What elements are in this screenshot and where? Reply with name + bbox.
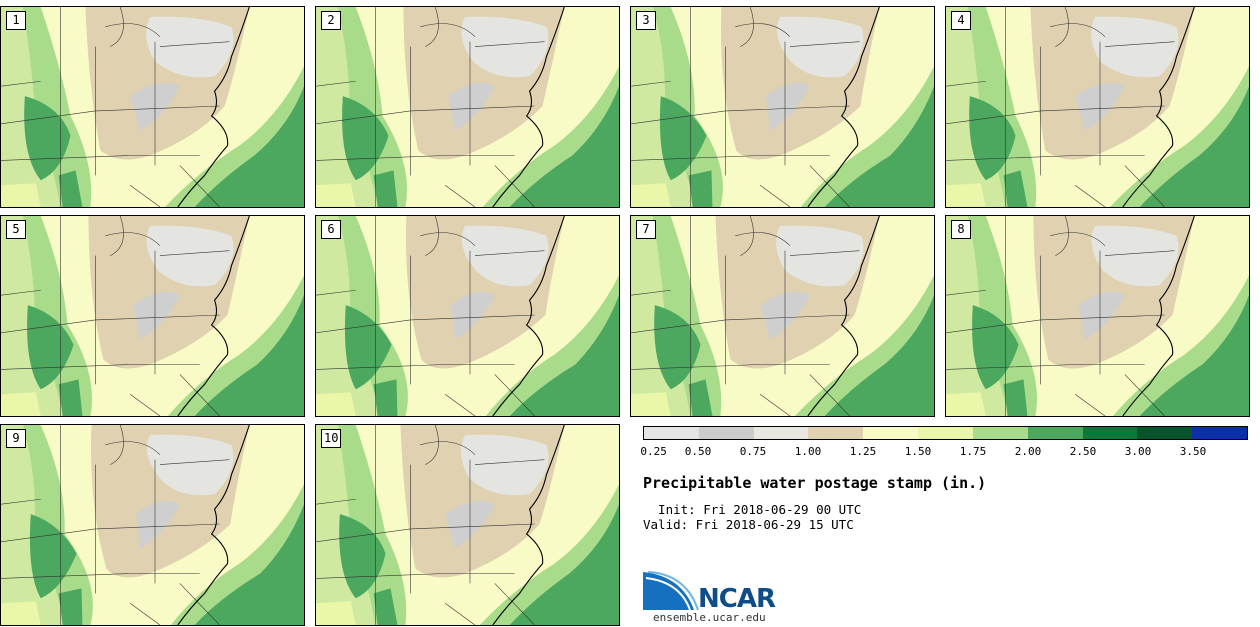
colorbar-tick-label: 1.50: [904, 445, 932, 458]
precipitable-water-map: [1, 7, 304, 207]
member-number-label: 10: [321, 429, 342, 448]
precipitable-water-map: [631, 216, 934, 416]
site-url: ensemble.ucar.edu: [653, 611, 766, 624]
colorbar-segment: [1137, 427, 1193, 439]
figure-title: Precipitable water postage stamp (in.): [643, 474, 987, 492]
colorbar-tick-label: 1.25: [849, 445, 877, 458]
colorbar-segment: [1082, 427, 1138, 439]
colorbar-segment: [863, 427, 919, 439]
precipitable-water-map: [1, 425, 304, 625]
colorbar: [643, 426, 1248, 440]
postage-stamp-map: 8: [945, 215, 1250, 417]
postage-stamp-map: 2: [315, 6, 620, 208]
member-number-label: 1: [6, 11, 26, 30]
postage-stamp-map: 7: [630, 215, 935, 417]
member-number-label: 7: [636, 220, 656, 239]
colorbar-tick-label: 3.50: [1179, 445, 1207, 458]
colorbar-tick-label: 2.50: [1069, 445, 1097, 458]
member-number-label: 8: [951, 220, 971, 239]
precipitable-water-map: [946, 7, 1249, 207]
colorbar-tick-label: 0.25: [640, 445, 667, 458]
colorbar-tick-label: 1.75: [959, 445, 987, 458]
ncar-logo-text: NCAR: [698, 584, 776, 614]
colorbar-segment: [644, 427, 699, 439]
postage-stamp-map: 10: [315, 424, 620, 626]
precipitable-water-map: [316, 7, 619, 207]
colorbar-tick-label: 3.00: [1124, 445, 1152, 458]
postage-stamp-map: 9: [0, 424, 305, 626]
postage-stamp-map: 6: [315, 215, 620, 417]
colorbar-ticks: 0.25 0.50 0.75 1.00 1.25 1.50 1.75 2.00 2.50 3.00…: [640, 441, 1248, 458]
colorbar-segment: [918, 427, 973, 439]
colorbar-segment: [1027, 427, 1083, 439]
member-number-label: 6: [321, 220, 341, 239]
colorbar-tick-label: 0.50: [684, 445, 712, 458]
colorbar-segment: [1192, 427, 1247, 439]
postage-stamp-map: 4: [945, 6, 1250, 208]
postage-stamp-map: 5: [0, 215, 305, 417]
postage-stamp-map: 1: [0, 6, 305, 208]
init-time: Init: Fri 2018-06-29 00 UTC: [643, 502, 862, 517]
colorbar-tick-label: 2.00: [1014, 445, 1042, 458]
colorbar-tick-label: 0.75: [739, 445, 767, 458]
member-number-label: 2: [321, 11, 341, 30]
colorbar-segment: [698, 427, 754, 439]
colorbar-segment: [753, 427, 809, 439]
colorbar-segment: [972, 427, 1028, 439]
ncar-logo-icon: [643, 571, 699, 611]
member-number-label: 3: [636, 11, 656, 30]
precipitable-water-map: [946, 216, 1249, 416]
colorbar-tick-label: 1.00: [794, 445, 822, 458]
postage-stamp-map: 3: [630, 6, 935, 208]
precipitable-water-map: [631, 7, 934, 207]
member-number-label: 9: [6, 429, 26, 448]
precipitable-water-map: [316, 425, 619, 625]
member-number-label: 5: [6, 220, 26, 239]
valid-time: Valid: Fri 2018-06-29 15 UTC: [643, 517, 854, 532]
member-number-label: 4: [951, 11, 971, 30]
precipitable-water-map: [1, 216, 304, 416]
precipitable-water-map: [316, 216, 619, 416]
colorbar-segment: [808, 427, 864, 439]
